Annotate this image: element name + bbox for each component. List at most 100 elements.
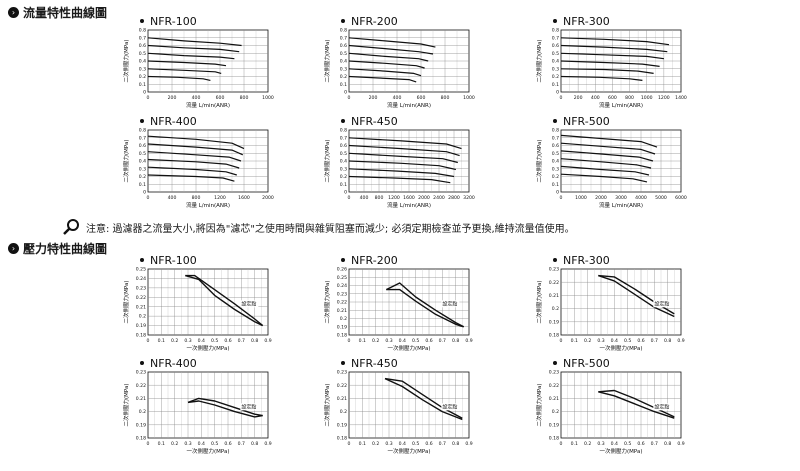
y-tick-label: 0.1	[340, 182, 347, 188]
x-tick-label: 0.3	[385, 338, 392, 344]
x-tick-label: 400	[591, 95, 600, 101]
y-tick-label: 0.22	[337, 383, 347, 389]
x-tick-label: 0.8	[664, 338, 671, 344]
y-tick-label: 0.8	[340, 28, 347, 34]
annotation-bg	[240, 403, 259, 411]
x-tick-label: 800	[625, 95, 634, 101]
y-tick-label: 0.5	[340, 151, 347, 157]
x-tick-label: 0.2	[584, 441, 591, 447]
x-tick-label: 0	[560, 441, 563, 447]
y-tick-label: 0.5	[139, 151, 146, 157]
series-line	[185, 274, 264, 327]
x-tick-label: 0.7	[439, 441, 446, 447]
x-tick-label: 0	[560, 195, 563, 201]
y-tick-label: 0	[143, 190, 146, 196]
x-tick-label: 1000	[641, 95, 653, 101]
x-tick-label: 0	[147, 441, 150, 447]
y-tick-label: 0.25	[136, 267, 146, 273]
x-tick-label: 0.7	[238, 338, 245, 344]
series-line	[348, 144, 460, 157]
x-tick-label: 0.2	[171, 441, 178, 447]
y-tick-label: 0.3	[340, 166, 347, 172]
x-axis-label: 流量 L/min(ANR)	[387, 101, 431, 109]
x-tick-label: 0.8	[251, 441, 258, 447]
x-tick-label: 400	[360, 195, 369, 201]
y-axis-label: 二次側壓力(MPa)	[323, 384, 331, 427]
y-tick-label: 0.1	[552, 82, 559, 88]
flow-chart-nfr-200: NFR-200 0 200 400 600 800 1000 0 0.1 0.2 0.3 0.4 0.5…	[313, 15, 483, 120]
x-axis-label: 流量 L/min(ANR)	[599, 201, 643, 209]
series-line	[147, 37, 242, 47]
series-line	[384, 377, 463, 419]
x-tick-label: 0.8	[251, 338, 258, 344]
x-tick-label: 0.6	[637, 338, 644, 344]
series-line	[147, 60, 227, 67]
x-tick-label: 0.1	[359, 338, 366, 344]
magnifier-icon	[63, 219, 79, 235]
y-tick-label: 0.5	[139, 51, 146, 57]
y-tick-label: 0.4	[139, 159, 146, 165]
series-line	[560, 142, 656, 155]
chart-title: NFR-500	[563, 115, 610, 128]
y-tick-label: 0.8	[552, 28, 559, 34]
y-tick-label: 0.8	[139, 28, 146, 34]
flow-chart-nfr-400: NFR-400 0 400 800 1200 1600 2000 0 0.1 0.2 0.3 0.4 0…	[112, 115, 282, 220]
y-tick-label: 0.5	[552, 151, 559, 157]
series-line	[560, 165, 650, 176]
series-line	[598, 389, 675, 418]
x-tick-label: 0.3	[385, 441, 392, 447]
section-flow-header: › 流量特性曲線圖	[8, 4, 107, 21]
x-tick-label: 0.2	[584, 338, 591, 344]
y-tick-label: 0.2	[139, 174, 146, 180]
y-axis-label: 二次側壓力(MPa)	[122, 384, 130, 427]
series-line	[348, 60, 425, 69]
x-tick-label: 0.1	[158, 441, 165, 447]
annotation-bg	[653, 403, 672, 411]
y-tick-label: 0.18	[337, 333, 347, 339]
y-tick-label: 0.7	[552, 135, 559, 141]
y-tick-label: 0.8	[552, 128, 559, 134]
series-line	[348, 160, 457, 171]
series-line	[385, 282, 465, 328]
note-text: 注意: 過濾器之流量大小,將因為"濾芯"之使用時間與雜質阻塞而減少; 必須定期檢…	[86, 223, 575, 235]
y-tick-label: 0.4	[139, 59, 146, 65]
series-line	[348, 152, 458, 164]
x-tick-label: 0	[147, 338, 150, 344]
y-tick-label: 0.2	[139, 314, 146, 320]
title-bullet	[341, 19, 345, 23]
series-line	[187, 397, 263, 417]
series-line	[185, 274, 264, 327]
y-tick-label: 0.23	[337, 370, 347, 376]
x-tick-label: 0.9	[264, 338, 271, 344]
flow-chart-nfr-100: NFR-100 0 200 400 600 800 1000 0 0.1 0.2 0.3 0.4 0.5…	[112, 15, 282, 120]
flow-chart-nfr-500: NFR-500 0 1000 2000 3000 4000 5000 6000 0 0.1 0.2 0…	[525, 115, 695, 220]
y-axis-label: 二次側壓力(MPa)	[535, 140, 543, 183]
y-tick-label: 0.18	[136, 436, 146, 442]
y-tick-label: 0	[344, 90, 347, 96]
y-tick-label: 0.19	[136, 323, 146, 329]
y-tick-label: 0.1	[139, 182, 146, 188]
y-axis-label: 二次側壓力(MPa)	[122, 40, 130, 83]
annotation-bg	[653, 300, 672, 308]
x-tick-label: 0.6	[425, 441, 432, 447]
y-tick-label: 0.5	[552, 51, 559, 57]
y-tick-label: 0.2	[340, 409, 347, 415]
x-tick-label: 0.4	[198, 441, 205, 447]
x-tick-label: 400	[192, 95, 201, 101]
y-tick-label: 0.8	[340, 128, 347, 134]
x-tick-label: 0.8	[452, 441, 459, 447]
x-tick-label: 1200	[214, 195, 226, 201]
y-tick-label: 0.22	[136, 295, 146, 301]
series-line	[384, 377, 463, 421]
chart-title: NFR-200	[351, 254, 398, 267]
annotation-label: 設定點	[241, 300, 256, 307]
title-bullet	[140, 119, 144, 123]
x-tick-label: 0.4	[399, 441, 406, 447]
x-tick-label: 4000	[635, 195, 647, 201]
chart-title: NFR-400	[150, 115, 197, 128]
y-tick-label: 0.5	[340, 51, 347, 57]
x-tick-label: 1600	[403, 195, 415, 201]
x-tick-label: 0.5	[624, 441, 631, 447]
x-tick-label: 5000	[655, 195, 667, 201]
y-tick-label: 0.6	[340, 43, 347, 49]
